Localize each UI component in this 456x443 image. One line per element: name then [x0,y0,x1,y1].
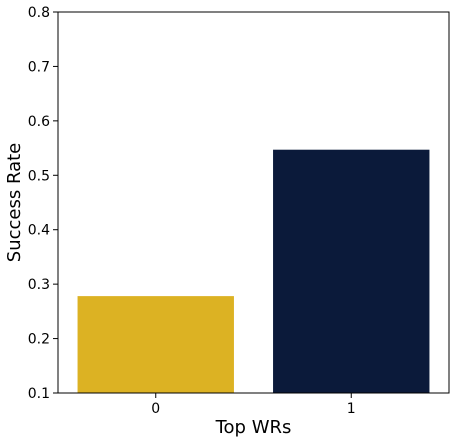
y-tick-label: 0.6 [28,114,50,130]
plot-frame [57,11,450,394]
y-tick-label: 0.2 [28,332,50,348]
bar-1 [273,149,430,393]
y-axis-label: Success Rate [4,143,25,262]
y-tick-label: 0.8 [28,5,50,21]
x-tick-label: 0 [151,401,160,417]
y-axis-ticks: 0.1 0.2 0.3 0.4 0.5 0.6 0.7 0.8 [28,5,58,402]
bars-group [77,149,430,393]
y-tick-label: 0.7 [28,59,50,75]
x-axis-label: Top WRs [215,417,292,438]
x-tick-label: 1 [347,401,356,417]
bar-0 [77,296,234,393]
y-tick-label: 0.4 [28,223,50,239]
y-tick-label: 0.3 [28,277,50,293]
y-tick-label: 0.1 [28,386,50,402]
y-tick-label: 0.5 [28,168,50,184]
